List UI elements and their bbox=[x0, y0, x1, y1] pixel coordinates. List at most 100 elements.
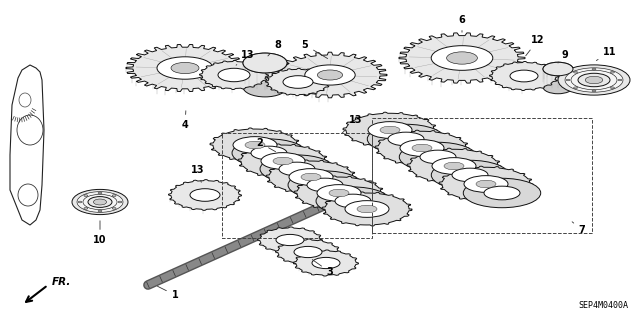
Ellipse shape bbox=[592, 90, 596, 92]
Polygon shape bbox=[439, 166, 533, 202]
Ellipse shape bbox=[543, 62, 573, 76]
Text: 1: 1 bbox=[157, 286, 179, 300]
Ellipse shape bbox=[431, 46, 493, 70]
Ellipse shape bbox=[573, 71, 578, 73]
Ellipse shape bbox=[83, 194, 117, 210]
Ellipse shape bbox=[218, 68, 250, 82]
Ellipse shape bbox=[316, 187, 390, 215]
Ellipse shape bbox=[345, 201, 389, 217]
Ellipse shape bbox=[245, 141, 265, 149]
Ellipse shape bbox=[484, 186, 520, 200]
Text: 9: 9 bbox=[558, 50, 568, 63]
Text: 7: 7 bbox=[572, 222, 586, 235]
Ellipse shape bbox=[243, 77, 287, 97]
Polygon shape bbox=[168, 180, 241, 210]
Ellipse shape bbox=[611, 87, 614, 89]
Ellipse shape bbox=[367, 124, 445, 154]
Ellipse shape bbox=[307, 178, 343, 192]
Ellipse shape bbox=[431, 160, 509, 190]
Text: FR.: FR. bbox=[52, 277, 72, 287]
Polygon shape bbox=[200, 61, 269, 90]
Ellipse shape bbox=[84, 195, 88, 197]
Ellipse shape bbox=[412, 144, 432, 152]
Ellipse shape bbox=[305, 65, 355, 85]
Ellipse shape bbox=[112, 195, 116, 197]
Polygon shape bbox=[210, 128, 300, 162]
Text: 2: 2 bbox=[257, 138, 276, 152]
Ellipse shape bbox=[157, 57, 213, 79]
Ellipse shape bbox=[112, 207, 116, 209]
Ellipse shape bbox=[294, 246, 322, 258]
Ellipse shape bbox=[301, 173, 321, 181]
Bar bbox=[222, 133, 372, 238]
Text: 6: 6 bbox=[459, 15, 465, 32]
Ellipse shape bbox=[611, 71, 614, 73]
Polygon shape bbox=[490, 62, 559, 91]
Ellipse shape bbox=[543, 62, 573, 76]
Ellipse shape bbox=[399, 142, 477, 172]
Ellipse shape bbox=[463, 178, 541, 208]
Ellipse shape bbox=[452, 168, 488, 182]
Polygon shape bbox=[266, 68, 330, 96]
Ellipse shape bbox=[251, 146, 287, 160]
Ellipse shape bbox=[78, 201, 82, 203]
Ellipse shape bbox=[84, 207, 88, 209]
Ellipse shape bbox=[77, 192, 123, 212]
Polygon shape bbox=[266, 160, 356, 194]
Ellipse shape bbox=[190, 189, 220, 201]
Text: 4: 4 bbox=[182, 111, 188, 130]
Ellipse shape bbox=[273, 157, 293, 165]
Ellipse shape bbox=[279, 162, 315, 176]
Ellipse shape bbox=[380, 126, 400, 134]
Ellipse shape bbox=[72, 189, 128, 215]
Text: SEP4M0400A: SEP4M0400A bbox=[578, 301, 628, 310]
Ellipse shape bbox=[618, 79, 622, 81]
Ellipse shape bbox=[283, 76, 313, 88]
Polygon shape bbox=[294, 250, 358, 276]
Polygon shape bbox=[273, 52, 387, 98]
Ellipse shape bbox=[98, 192, 102, 194]
Ellipse shape bbox=[118, 201, 122, 203]
Polygon shape bbox=[238, 144, 328, 178]
Ellipse shape bbox=[93, 199, 107, 205]
Ellipse shape bbox=[288, 171, 362, 199]
Ellipse shape bbox=[400, 140, 444, 156]
Text: 8: 8 bbox=[268, 40, 282, 56]
Ellipse shape bbox=[357, 205, 377, 213]
Ellipse shape bbox=[388, 132, 424, 146]
Polygon shape bbox=[243, 63, 287, 87]
Ellipse shape bbox=[260, 155, 334, 183]
Polygon shape bbox=[294, 176, 384, 210]
Ellipse shape bbox=[276, 234, 304, 246]
Ellipse shape bbox=[98, 210, 102, 212]
Ellipse shape bbox=[335, 194, 371, 208]
Text: 11: 11 bbox=[596, 47, 617, 61]
Ellipse shape bbox=[317, 185, 361, 201]
Ellipse shape bbox=[420, 150, 456, 164]
Ellipse shape bbox=[578, 73, 610, 87]
Bar bbox=[372, 118, 592, 233]
Ellipse shape bbox=[171, 63, 199, 74]
Polygon shape bbox=[126, 44, 244, 92]
Ellipse shape bbox=[464, 176, 508, 192]
Polygon shape bbox=[322, 192, 412, 226]
Ellipse shape bbox=[476, 180, 496, 188]
Ellipse shape bbox=[573, 87, 578, 89]
Polygon shape bbox=[257, 227, 323, 253]
Ellipse shape bbox=[233, 137, 277, 153]
Polygon shape bbox=[275, 239, 340, 265]
Ellipse shape bbox=[432, 158, 476, 174]
Text: 5: 5 bbox=[301, 40, 328, 59]
Ellipse shape bbox=[329, 189, 349, 197]
Ellipse shape bbox=[243, 53, 287, 73]
Ellipse shape bbox=[368, 122, 412, 138]
Ellipse shape bbox=[88, 197, 112, 207]
Text: 3: 3 bbox=[312, 260, 333, 277]
Polygon shape bbox=[375, 130, 469, 166]
Polygon shape bbox=[543, 69, 573, 87]
Ellipse shape bbox=[243, 53, 287, 73]
Ellipse shape bbox=[571, 70, 617, 90]
Ellipse shape bbox=[592, 68, 596, 70]
Polygon shape bbox=[407, 148, 501, 184]
Text: 13: 13 bbox=[236, 50, 255, 65]
